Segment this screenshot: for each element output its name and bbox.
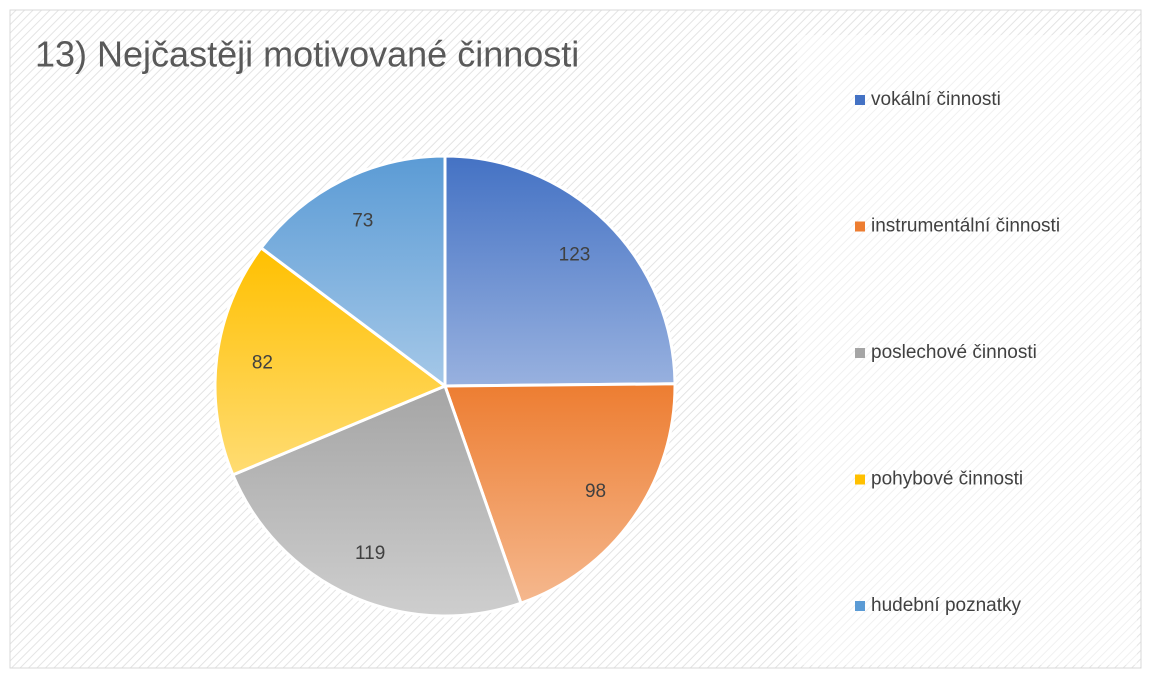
pie-slice xyxy=(258,154,447,390)
legend-marker xyxy=(855,95,865,105)
data-label: 73 xyxy=(352,210,373,231)
legend-label: poslechové činnosti xyxy=(871,342,1037,363)
data-label: 123 xyxy=(559,244,591,265)
legend-label: hudební poznatky xyxy=(871,595,1022,616)
pie-slice xyxy=(213,245,448,477)
data-label: 98 xyxy=(585,481,606,502)
legend-label: vokální činnosti xyxy=(871,89,1001,110)
legend-background xyxy=(797,35,1137,665)
chart-title: 13) Nejčastěji motivované činnosti xyxy=(35,34,579,75)
legend-label: instrumentální činnosti xyxy=(871,216,1060,237)
legend-marker xyxy=(855,474,865,485)
legend-marker xyxy=(855,348,865,358)
data-label: 119 xyxy=(355,543,385,564)
legend-marker xyxy=(855,601,865,611)
pie-slice xyxy=(230,384,523,618)
pie-slice xyxy=(443,154,677,388)
legend-label: pohybové činnosti xyxy=(871,469,1023,490)
legend-marker xyxy=(855,221,865,232)
data-label: 82 xyxy=(252,352,273,373)
